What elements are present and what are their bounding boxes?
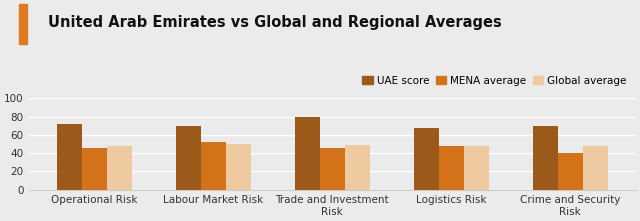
Bar (56, 124, 82, 190)
Legend: UAE score, MENA average, Global average: UAE score, MENA average, Global average (358, 72, 630, 90)
Bar (320, 148, 345, 190)
Bar (82, 148, 107, 190)
Bar (107, 146, 132, 190)
Bar (464, 146, 489, 190)
Text: United Arab Emirates vs Global and Regional Averages: United Arab Emirates vs Global and Regio… (48, 15, 502, 30)
Bar (345, 145, 370, 190)
Bar (533, 126, 558, 190)
Bar (226, 144, 251, 190)
Bar (176, 126, 201, 190)
Bar (439, 146, 464, 190)
Bar (583, 146, 608, 190)
Bar (201, 142, 226, 190)
Bar (558, 153, 583, 190)
Bar (295, 118, 320, 190)
Bar (414, 128, 439, 190)
